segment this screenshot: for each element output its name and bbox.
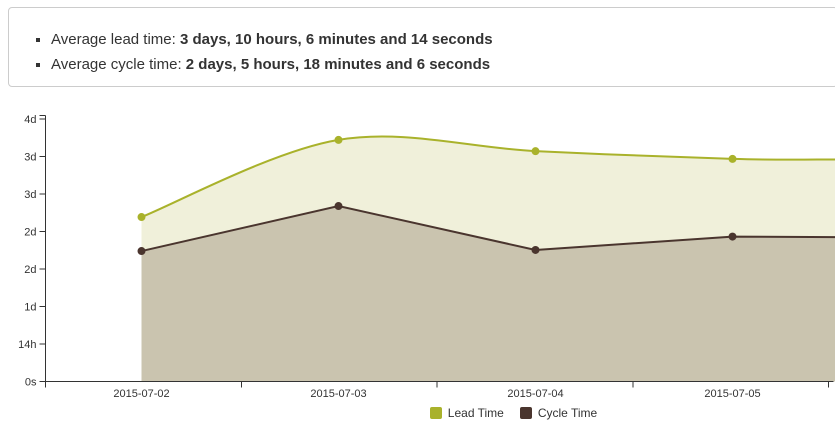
y-axis-tick-label: 3d [24, 189, 36, 201]
y-axis-tick-label: 2d [24, 264, 36, 276]
summary-label: Average lead time: [51, 31, 176, 48]
data-point-cycle-time[interactable] [728, 232, 737, 241]
lead-time-swatch-icon [429, 407, 442, 419]
summary-item-cycle-time: Average cycle time: 2 days, 5 hours, 18 … [51, 52, 835, 77]
y-axis-tick-label: 14h [18, 339, 36, 351]
data-point-cycle-time[interactable] [531, 245, 540, 254]
x-axis-label: 2015-07-02 [113, 388, 169, 400]
y-axis-tick-label: 1d [24, 302, 36, 314]
summary-item-lead-time: Average lead time: 3 days, 10 hours, 6 m… [51, 27, 835, 52]
cycle-time-area [141, 206, 835, 382]
summary-panel: Average lead time: 3 days, 10 hours, 6 m… [8, 7, 835, 87]
summary-label: Average cycle time: [51, 56, 182, 73]
data-point-lead-time[interactable] [728, 154, 737, 163]
data-point-lead-time[interactable] [531, 147, 540, 156]
chart-legend: Lead Time Cycle Time [96, 403, 835, 423]
lead-cycle-time-chart: 4d 3d 3d 2d 2d 1d 14h 0s 2015-07-02 2015-07-03 201… [0, 103, 835, 423]
data-point-cycle-time[interactable] [334, 202, 343, 211]
legend-label: Cycle Time [537, 406, 598, 420]
summary-list: Average lead time: 3 days, 10 hours, 6 m… [9, 8, 835, 77]
chart-svg: 4d 3d 3d 2d 2d 1d 14h 0s 2015-07-02 2015-07-03 201… [18, 114, 835, 400]
y-axis-tick-label: 2d [24, 227, 36, 239]
x-axis-label: 2015-07-04 [507, 388, 563, 400]
summary-value: 2 days, 5 hours, 18 minutes and 6 second… [185, 56, 491, 73]
legend-label: Lead Time [447, 406, 504, 420]
cycle-time-swatch-icon [519, 407, 532, 419]
legend-item-lead-time[interactable]: Lead Time [429, 406, 504, 420]
y-axis-tick-label: 0s [25, 377, 37, 389]
summary-value: 3 days, 10 hours, 6 minutes and 14 secon… [179, 31, 493, 48]
lead-time-line [141, 135, 835, 218]
legend-item-cycle-time[interactable]: Cycle Time [519, 406, 598, 420]
data-point-cycle-time[interactable] [137, 247, 146, 256]
x-axis-label: 2015-07-05 [704, 388, 760, 400]
data-point-lead-time[interactable] [334, 135, 343, 144]
y-axis-tick-label: 3d [24, 152, 36, 164]
data-point-lead-time[interactable] [137, 213, 146, 222]
x-axis-label: 2015-07-03 [310, 388, 366, 400]
y-axis-tick-label: 4d [24, 114, 36, 126]
